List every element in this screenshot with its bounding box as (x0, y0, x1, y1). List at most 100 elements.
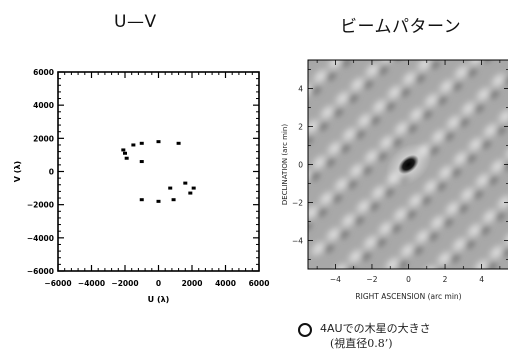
sidelobe-dark (390, 135, 405, 150)
sidelobe-bright (388, 55, 416, 57)
sidelobe-dark (404, 207, 419, 222)
uv-data-point (139, 160, 144, 164)
y-tick-label: 0 (49, 168, 54, 177)
legend: 4AUでの木星の大きさ (視直径0.8’) (298, 320, 508, 350)
beam-pattern-title: ビームパターン (340, 17, 462, 37)
sidelobe-dark (502, 73, 508, 88)
uv-plot-frame (57, 71, 260, 272)
x-tick-label: 0 (156, 279, 161, 288)
main-lobe (398, 154, 419, 175)
beam-image (291, 55, 508, 302)
sidelobe-dark (345, 177, 360, 192)
sidelobe-dark (434, 179, 449, 194)
jupiter-size-circle-icon (298, 323, 312, 337)
sidelobe-dark (322, 241, 337, 256)
x-tick-label: −2 (366, 275, 377, 284)
x-tick-label: −4 (330, 275, 341, 284)
sidelobe-dark (291, 181, 311, 201)
uv-data-point (131, 143, 136, 147)
y-axis-label: DECLINATION (arc min) (281, 124, 289, 205)
sidelobe-dark (435, 93, 450, 108)
sidelobe-dark (344, 263, 359, 269)
sidelobe-dark (308, 219, 315, 234)
x-tick-label: 2000 (182, 279, 203, 288)
x-tick-label: 4000 (215, 279, 236, 288)
y-tick-label: 6000 (33, 68, 54, 77)
sidelobe-dark (352, 213, 367, 228)
uv-data-point (123, 151, 127, 155)
x-tick-label: 2 (443, 275, 448, 284)
uv-data-point (156, 140, 161, 144)
sidelobe-dark (308, 169, 323, 184)
uv-coverage-chart: −6000 −4000 −2000 0 2000 4000 6000 6000 4000 2000… (13, 68, 269, 304)
sidelobe-dark (323, 155, 338, 170)
sidelobe-dark (457, 115, 472, 130)
sidelobe-dark (449, 165, 464, 180)
sidelobe-dark (500, 245, 508, 260)
sidelobe-dark (375, 149, 390, 164)
uv-data-point (171, 198, 176, 202)
sidelobe-dark (339, 60, 354, 70)
sidelobe-dark (479, 137, 494, 152)
legend-line-1: 4AUでの木星の大きさ (320, 322, 431, 335)
sidelobe-bright (452, 266, 480, 294)
sidelobe-dark (450, 79, 465, 94)
sidelobe-dark (419, 193, 434, 208)
sidelobe-dark (367, 199, 382, 214)
sidelobe-dark (493, 209, 508, 224)
sidelobe-dark (383, 99, 398, 114)
sidelobe-dark (337, 227, 352, 242)
sidelobe-dark (338, 141, 353, 156)
sidelobe-dark (315, 205, 330, 220)
sidelobe-dark (471, 187, 486, 202)
sidelobe-dark (420, 107, 435, 122)
legend-line-2: (視直径0.8’) (330, 337, 393, 350)
sidelobe-dark (376, 63, 391, 78)
sidelobe-dark (396, 257, 411, 269)
y-tick-label: −6000 (27, 267, 54, 276)
sidelobe-dark (331, 105, 346, 120)
sidelobe-dark (465, 65, 480, 80)
sidelobe-dark (501, 159, 508, 174)
sidelobe-dark (413, 71, 428, 86)
x-tick-label: 0 (406, 275, 411, 284)
sidelobe-dark (428, 60, 443, 72)
uv-data-point (124, 156, 129, 160)
sidelobe-dark (405, 121, 420, 136)
sidelobe-dark (360, 163, 375, 178)
sidelobe-dark (480, 60, 495, 66)
uv-data-point (183, 181, 188, 185)
sidelobe-dark (324, 69, 339, 84)
uv-plot-title: U—V (114, 12, 157, 32)
sidelobe-dark (389, 221, 404, 236)
sidelobe-dark (464, 151, 479, 166)
sidelobe-dark (478, 223, 493, 238)
sidelobe-bright (495, 106, 508, 127)
x-axis-label: RIGHT ASCENSION (arc min) (355, 292, 461, 301)
sidelobe-dark (368, 113, 383, 128)
sidelobe-dark (448, 251, 463, 266)
y-tick-label: −2000 (27, 201, 54, 210)
x-tick-label: 4 (479, 275, 484, 284)
sidelobe-dark (411, 243, 426, 258)
sidelobe-dark (505, 279, 508, 299)
uv-data-point (121, 148, 126, 152)
uv-data-point (139, 141, 144, 145)
sidelobe-bright (489, 274, 508, 302)
uv-data-point (176, 141, 181, 145)
y-tick-label: 0 (298, 161, 303, 170)
y-tick-label: 4000 (33, 101, 54, 110)
sidelobe-dark (382, 185, 397, 200)
x-tick-label: −6000 (44, 279, 71, 288)
uv-data-point (191, 186, 196, 190)
uv-data-point (156, 199, 161, 203)
sidelobe-bright (501, 228, 508, 249)
x-tick-label: −2000 (111, 279, 138, 288)
uv-data-point (168, 186, 173, 190)
sidelobe-dark (359, 249, 374, 264)
sidelobe-dark (468, 271, 488, 291)
x-tick-label: −4000 (78, 279, 105, 288)
sidelobe-bright (419, 262, 440, 269)
sidelobe-dark (309, 83, 324, 98)
